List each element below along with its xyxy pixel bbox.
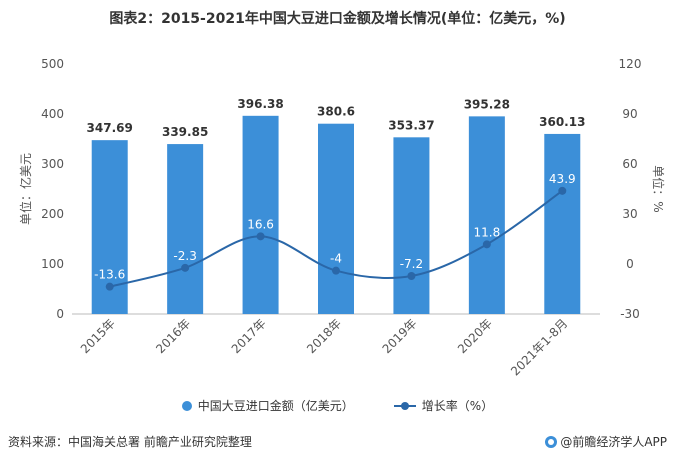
bar [393, 137, 430, 314]
bars [91, 115, 581, 314]
legend-item-amount[interactable]: 中国大豆进口金额（亿美元） [181, 397, 354, 414]
line-point [558, 186, 567, 195]
brand: @前瞻经济学人APP [545, 433, 667, 450]
line-value-label: -13.6 [94, 268, 125, 282]
x-tick-label: 2019年 [380, 316, 420, 356]
line-point [105, 282, 114, 291]
y-axis-label: 单位：亿美元 [18, 153, 33, 225]
bar-value-label: 396.38 [237, 97, 283, 111]
bar-value-label: 380.6 [317, 105, 355, 119]
y2-tick-label: 60 [622, 157, 637, 171]
y2-tick-label: 30 [622, 207, 637, 221]
bar [544, 133, 581, 314]
bar [242, 115, 279, 314]
y-tick-label: 200 [41, 207, 64, 221]
line-value-label: -4 [330, 252, 342, 266]
bar [318, 123, 354, 314]
legend: 中国大豆进口金额（亿美元） 增长率（%） [0, 397, 675, 414]
bar-value-label: 347.69 [87, 121, 133, 135]
bar-value-label: 360.13 [539, 115, 585, 129]
line-value-label: -2.3 [173, 249, 196, 263]
legend-bar-marker [181, 400, 192, 411]
bar-value-label: 395.28 [464, 97, 510, 111]
y2-axis-label: 单位：% [651, 165, 666, 212]
y2-tick-label: 0 [626, 257, 634, 271]
line-point [256, 232, 265, 241]
line-value-label: 16.6 [247, 217, 274, 231]
bar-value-label: 339.85 [162, 125, 208, 139]
line-point [181, 263, 190, 272]
y2-tick-label: 90 [622, 107, 637, 121]
line-value-label: 43.9 [549, 172, 576, 186]
legend-label-growth: 增长率（%） [421, 399, 494, 413]
bar [468, 116, 505, 314]
y2-tick-label: -30 [620, 307, 640, 321]
y-tick-label: 100 [41, 257, 64, 271]
y-tick-label: 500 [41, 57, 64, 71]
source-note: 资料来源：中国海关总署 前瞻产业研究院整理 [8, 435, 252, 449]
x-tick-label: 2016年 [153, 316, 193, 356]
legend-item-growth[interactable]: 增长率（%） [393, 397, 494, 414]
y-tick-label: 300 [41, 157, 64, 171]
chart-title: 图表2：2015-2021年中国大豆进口金额及增长情况(单位：亿美元，%) [109, 11, 566, 27]
line-point [332, 266, 340, 275]
data-labels: 347.69 339.85 396.38 380.6 353.37 395.28 360.1… [87, 97, 586, 282]
y-tick-label: 400 [41, 107, 64, 121]
x-tick-label: 2015年 [78, 316, 118, 356]
x-tick-label: 2017年 [229, 316, 269, 356]
line-point [407, 272, 416, 280]
bar-value-label: 353.37 [388, 118, 434, 132]
x-tick-label: 2018年 [304, 316, 344, 356]
legend-label-amount: 中国大豆进口金额（亿美元） [197, 399, 354, 413]
x-tick-label: 2020年 [455, 316, 495, 356]
y2-tick-label: 120 [619, 57, 642, 71]
line-value-label: -7.2 [400, 257, 423, 271]
y-tick-label: 0 [56, 307, 64, 321]
bar [167, 144, 204, 314]
line-value-label: 11.8 [473, 225, 500, 239]
line-point [482, 240, 491, 249]
legend-line-marker [393, 401, 416, 411]
brand-logo-icon [545, 435, 558, 448]
growth-line [105, 186, 567, 291]
brand-label: @前瞻经济学人APP [560, 435, 667, 449]
x-tick-label: 2021年1-8月 [508, 316, 570, 378]
